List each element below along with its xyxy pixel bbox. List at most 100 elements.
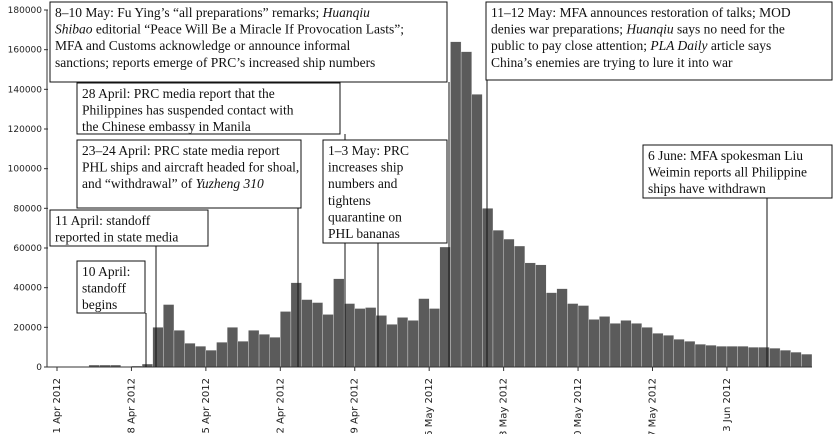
annotation-text: 10 April: [82, 264, 130, 279]
annotation-segment: standoff [82, 281, 126, 296]
annotation-segment: begins [82, 297, 117, 312]
bar [631, 323, 643, 368]
bar [514, 245, 526, 368]
annotation-text: reported in state media [55, 230, 178, 245]
bar [779, 349, 791, 368]
annotation-text: public to pay close attention; PLA Daily… [491, 38, 771, 53]
annotation-text: 28 April: PRC media report that the [82, 86, 275, 101]
annotation-segment: 28 April: PRC media report that the [82, 86, 275, 101]
annotation-segment: 8–10 May: Fu Ying’s “all preparations” r… [55, 5, 323, 20]
bar [716, 346, 728, 368]
annotation-segment: PHL ships and aircraft headed for shoal, [82, 160, 299, 175]
annotation-segment: quarantine on [328, 209, 402, 224]
annotation-segment: 23–24 April: PRC state media report [82, 143, 280, 158]
bar [386, 324, 398, 368]
annotation-text: numbers and [328, 176, 398, 191]
bar [737, 346, 749, 368]
bar [343, 303, 355, 368]
bar [556, 288, 568, 368]
annotation-text: tightens [328, 193, 371, 208]
bar [673, 339, 685, 368]
annotation-text: standoff [82, 281, 126, 296]
y-tick-label: 20000 [13, 323, 42, 333]
annotation-segment: ships have withdrawn [648, 181, 766, 196]
annotation-box [76, 139, 302, 209]
bar [450, 41, 462, 368]
y-tick-label: 60000 [13, 244, 42, 254]
bar [705, 345, 717, 368]
annotation-text: and “withdrawal” of Yuzheng 310 [82, 176, 264, 191]
bar [662, 335, 674, 368]
annotation-segment: Yuzheng 310 [196, 176, 264, 191]
x-tick-label: 3 Jun 2012 [722, 378, 733, 432]
bar [152, 327, 164, 368]
annotation-segment: the Chinese embassy in Manila [82, 119, 251, 134]
bar [684, 341, 696, 368]
annotation-segment: 11–12 May: MFA announces restoration of … [491, 5, 791, 20]
bar [258, 334, 270, 368]
annotation-segment: increases ship [328, 160, 404, 175]
bar [652, 333, 664, 368]
x-tick-label: 6 May 2012 [424, 378, 435, 434]
annotation-text: 8–10 May: Fu Ying’s “all preparations” r… [55, 5, 370, 20]
bar [694, 344, 706, 368]
bar [790, 351, 802, 368]
x-tick-label: 22 Apr 2012 [275, 378, 286, 434]
bar [588, 319, 600, 368]
bar [726, 346, 738, 368]
bar [290, 282, 302, 368]
bar [226, 327, 238, 368]
bar [503, 238, 515, 368]
annotation-segment: PHL bananas [328, 226, 400, 241]
bar [620, 320, 632, 368]
annotation-segment: Philippines has suspended contact with [82, 103, 294, 118]
bar [301, 299, 313, 368]
bar [471, 94, 483, 368]
annotation-box [49, 1, 448, 83]
annotation-text: MFA and Customs acknowledge or announce … [55, 38, 350, 53]
annotation-segment: sanctions; reports emerge of PRC’s incre… [55, 55, 375, 70]
annotation-segment: and “withdrawal” of [82, 176, 196, 191]
bar [492, 229, 504, 368]
annotation-segment: 1–3 May: PRC [328, 143, 409, 158]
bar [397, 317, 409, 368]
annotation-segment: 10 April: [82, 264, 130, 279]
annotation-box [49, 209, 209, 247]
bar [482, 208, 494, 368]
bar [173, 330, 185, 368]
annotation-segment: numbers and [328, 176, 398, 191]
annotation-text: PHL bananas [328, 226, 400, 241]
bar [599, 316, 611, 368]
x-tick-label: 15 Apr 2012 [201, 378, 212, 434]
annotation-segment: tightens [328, 193, 371, 208]
y-tick-label: 160000 [8, 46, 43, 56]
annotation-segment: article says [707, 38, 771, 53]
annotation-segment: 11 April: standoff [55, 213, 151, 228]
annotation-text: denies war preparations; Huanqiu says no… [491, 22, 785, 37]
annotation-text: begins [82, 297, 117, 312]
annotation-segment: Shibao [55, 22, 93, 37]
annotation-text: Weimin reports all Philippine [648, 165, 807, 180]
annotation-text: 23–24 April: PRC state media report [82, 143, 280, 158]
annotation-segment: China’s enemies are trying to lure it in… [491, 55, 733, 70]
y-tick-label: 140000 [8, 85, 43, 95]
x-tick-label: 13 May 2012 [499, 378, 510, 434]
bar [567, 303, 579, 368]
bar [460, 51, 472, 368]
annotation-text: quarantine on [328, 209, 402, 224]
annotation-segment: Weimin reports all Philippine [648, 165, 807, 180]
bar [248, 330, 260, 368]
x-tick-label: 1 Apr 2012 [52, 378, 63, 433]
annotation-box [76, 82, 341, 135]
bar [801, 353, 813, 368]
annotation-text: 11–12 May: MFA announces restoration of … [491, 5, 791, 20]
annotation-box [642, 144, 833, 199]
annotation-text: 6 June: MFA spokesman Liu [648, 148, 803, 163]
bar [195, 346, 207, 368]
bar [333, 278, 345, 368]
annotation-box [322, 139, 448, 244]
bar [237, 341, 249, 368]
annotation-box [485, 1, 833, 81]
bar [280, 311, 292, 368]
